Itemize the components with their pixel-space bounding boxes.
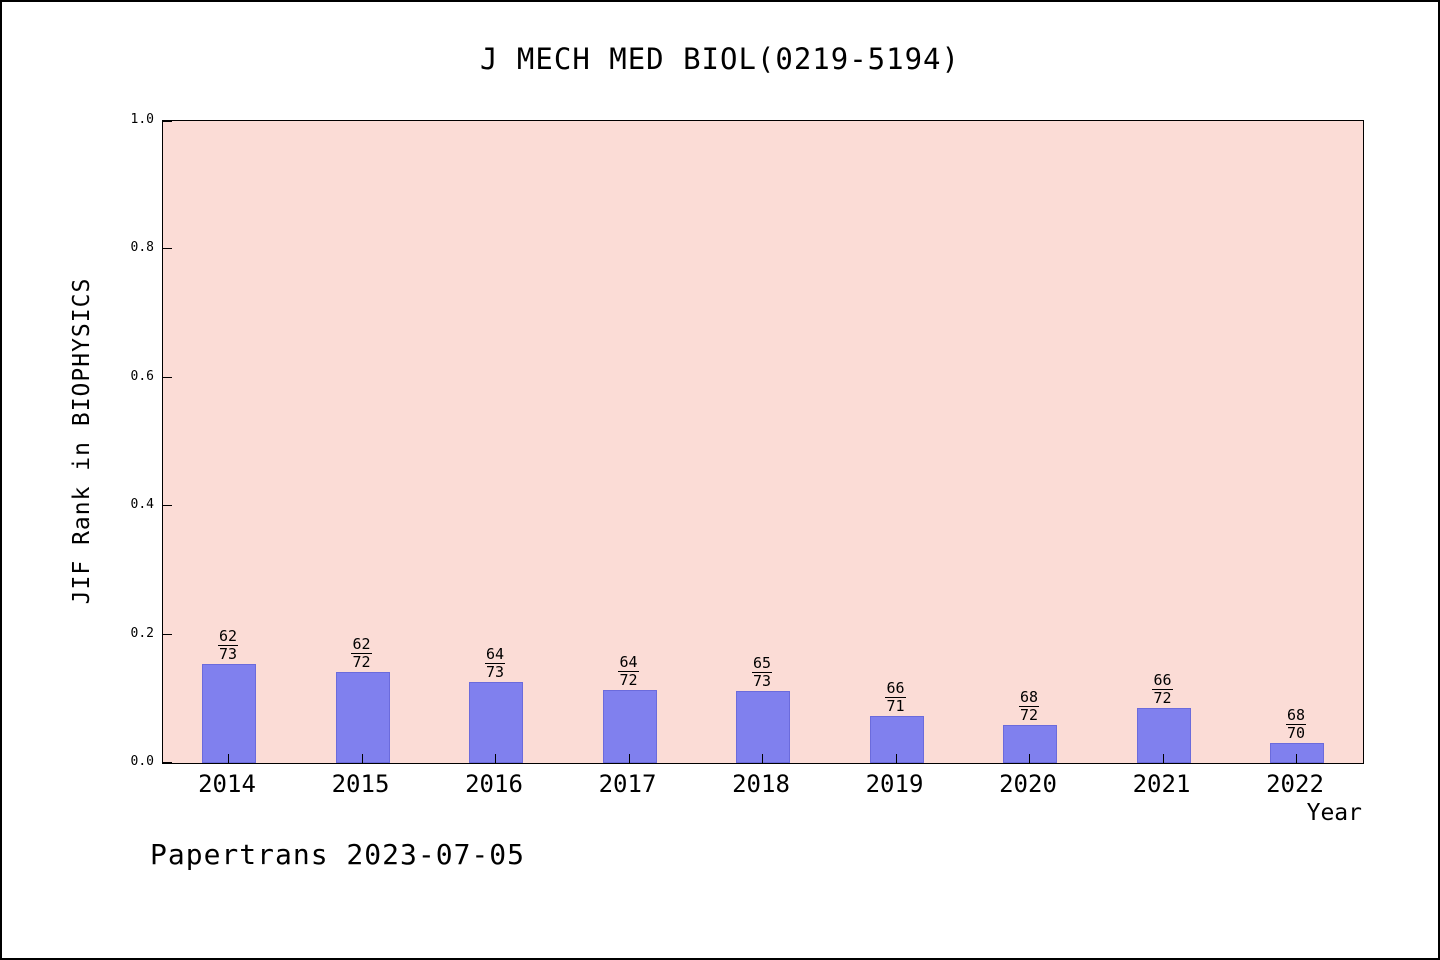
footer-watermark: Papertrans 2023-07-05: [150, 838, 526, 871]
x-axis-label: Year: [1306, 800, 1362, 826]
y-tick-label: 0.8: [130, 240, 154, 256]
bar-rank-numerator: 66: [885, 678, 906, 698]
y-axis-label: JIF Rank in BIOPHYSICS: [69, 277, 95, 605]
bar-total-denominator: 72: [352, 652, 371, 671]
x-tick-label: 2014: [198, 770, 256, 798]
x-tick-label: 2019: [865, 770, 924, 798]
bar: [202, 664, 256, 763]
x-tick-mark: [228, 754, 229, 763]
bar-rank-numerator: 66: [1152, 670, 1173, 690]
x-tick-mark: [1296, 754, 1297, 763]
bar-value-label: 66 71: [861, 678, 931, 715]
x-tick-mark: [762, 754, 763, 763]
y-tick-mark: [163, 121, 172, 122]
bar-rank-numerator: 65: [751, 653, 773, 673]
y-tick-mark: [163, 376, 172, 378]
bar-rank-numerator: 64: [484, 644, 506, 664]
bar-total-denominator: 70: [1286, 723, 1306, 742]
y-tick-mark: [163, 633, 172, 635]
x-tick-mark: [628, 754, 630, 763]
bar-value-label: 65 73: [727, 653, 797, 690]
y-tick-label: 0.6: [130, 368, 154, 384]
plot-area: 62 73 62 72 64 73 64 72 65 73 66 71 68 72 66 72 68 70: [162, 120, 1364, 764]
x-tick-mark: [361, 754, 363, 763]
x-tick-label: 2016: [465, 770, 523, 798]
bar-total-denominator: 73: [752, 671, 772, 690]
x-tick-mark: [1162, 754, 1164, 763]
bar-total-denominator: 73: [485, 662, 505, 681]
x-tick-mark: [495, 754, 496, 763]
x-tick-mark: [895, 754, 897, 763]
bar-rank-numerator: 68: [1285, 705, 1307, 725]
y-tick-mark: [163, 505, 172, 507]
bar-total-denominator: 72: [619, 670, 638, 689]
chart-title: J MECH MED BIOL(0219-5194): [480, 42, 960, 76]
bar-total-denominator: 71: [886, 696, 905, 715]
bar-total-denominator: 72: [1019, 706, 1039, 725]
y-tick-label: 1.0: [130, 112, 154, 127]
bar-total-denominator: 72: [1153, 688, 1172, 707]
x-tick-label: 2022: [1266, 770, 1324, 798]
y-tick-mark: [163, 762, 172, 763]
bar-total-denominator: 73: [218, 645, 238, 664]
y-tick-mark: [163, 248, 172, 250]
bar-value-label: 62 73: [193, 628, 263, 663]
bar-value-label: 68 70: [1261, 705, 1331, 742]
bar: [869, 715, 924, 763]
x-tick-label: 2020: [999, 770, 1057, 798]
x-tick-label: 2021: [1132, 770, 1191, 798]
bar: [602, 689, 657, 763]
bar-rank-numerator: 62: [217, 627, 239, 647]
bar-value-label: 64 73: [460, 644, 530, 681]
y-tick-label: 0.4: [130, 497, 154, 513]
bar: [469, 681, 523, 763]
bar-rank-numerator: 62: [351, 634, 372, 654]
bar-rank-numerator: 64: [618, 652, 639, 672]
bar-value-label: 66 72: [1128, 670, 1198, 707]
bar-value-label: 64 72: [594, 652, 664, 689]
bar: [736, 690, 790, 763]
bar: [1136, 707, 1191, 763]
bar-rank-numerator: 68: [1018, 688, 1040, 708]
bar-value-label: 68 72: [994, 689, 1064, 724]
bar: [335, 671, 390, 763]
bar: [1270, 742, 1324, 763]
bar: [1003, 725, 1057, 763]
bar-value-label: 62 72: [327, 634, 397, 671]
x-tick-label: 2015: [331, 770, 390, 798]
x-tick-label: 2018: [732, 770, 790, 798]
y-tick-label: 0.2: [130, 625, 154, 641]
x-tick-mark: [1029, 754, 1030, 763]
y-tick-label: 0.0: [130, 754, 154, 769]
x-tick-label: 2017: [598, 770, 657, 798]
